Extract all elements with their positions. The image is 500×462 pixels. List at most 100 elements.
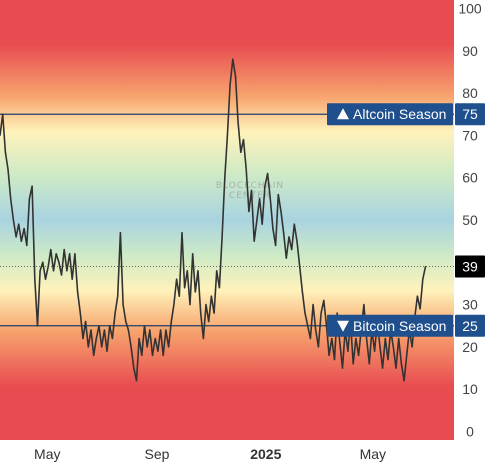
data-point (127, 329, 129, 331)
data-point (382, 367, 384, 369)
data-point (221, 236, 223, 238)
data-point (379, 346, 381, 348)
reference-value-label: 75 (462, 106, 478, 122)
data-point (135, 380, 138, 382)
data-point (331, 337, 333, 340)
data-point (411, 346, 413, 348)
data-point (315, 329, 317, 331)
data-point (125, 320, 127, 323)
data-point (272, 227, 274, 230)
data-point (109, 325, 111, 327)
watermark-text: BLOCKCHAIN (216, 181, 284, 191)
data-point (23, 227, 25, 230)
data-point (114, 312, 116, 314)
data-point (363, 304, 365, 306)
background-gradient (0, 0, 454, 440)
data-point (336, 312, 338, 314)
data-point (210, 295, 212, 297)
data-point (293, 223, 295, 225)
data-point (162, 354, 164, 356)
reference-value-label: 25 (462, 318, 478, 334)
data-point (333, 359, 336, 361)
reference-label-box (327, 314, 453, 337)
data-point (395, 367, 397, 369)
data-point (82, 337, 84, 340)
data-point (291, 249, 293, 251)
x-tick-label: 2025 (250, 446, 281, 462)
data-point (197, 270, 199, 272)
data-point (154, 337, 156, 340)
data-point (200, 312, 202, 314)
data-point (317, 346, 319, 348)
data-point (52, 270, 55, 272)
data-point (280, 210, 282, 213)
data-point (419, 308, 421, 310)
data-point (384, 337, 386, 340)
data-point (2, 113, 4, 115)
data-point (130, 346, 132, 348)
data-point (101, 346, 103, 348)
data-point (312, 304, 314, 306)
y-tick-label: 100 (458, 0, 482, 16)
y-tick-label: 20 (462, 339, 478, 355)
data-point (149, 329, 151, 331)
data-point (347, 350, 349, 352)
data-point (60, 274, 63, 276)
data-point (269, 198, 271, 200)
y-tick-label: 70 (462, 127, 478, 143)
data-point (403, 380, 405, 382)
data-point (151, 354, 154, 356)
data-point (264, 185, 266, 187)
current-value-label: 39 (462, 259, 478, 275)
data-point (165, 329, 167, 331)
data-point (31, 185, 33, 187)
triangle-down-icon (337, 320, 349, 332)
data-point (122, 304, 124, 306)
data-point (63, 249, 65, 251)
reference-label-box (327, 103, 453, 126)
data-point (20, 240, 22, 242)
data-point (366, 337, 368, 340)
data-point (194, 291, 196, 293)
data-point (79, 312, 81, 314)
data-point (253, 240, 255, 242)
data-point (168, 346, 170, 348)
data-point (95, 337, 97, 340)
data-point (352, 363, 354, 365)
data-point (226, 134, 228, 136)
data-point (229, 84, 231, 86)
data-point (299, 265, 301, 268)
data-point (50, 249, 52, 251)
data-point (18, 223, 20, 225)
data-point (368, 363, 370, 365)
y-tick-label: 0 (466, 424, 474, 440)
data-point (277, 194, 279, 196)
data-point (304, 312, 306, 314)
data-point (296, 240, 298, 242)
data-point (406, 354, 408, 356)
data-point (44, 278, 47, 280)
reference-value-box (455, 103, 485, 126)
y-tick-label: 10 (462, 381, 478, 397)
data-point (325, 325, 328, 327)
x-tick-label: May (34, 446, 60, 462)
data-point (237, 122, 239, 124)
data-point (307, 325, 309, 327)
data-point (103, 329, 105, 331)
data-point (250, 189, 253, 191)
data-point (66, 270, 68, 272)
data-point (146, 346, 148, 348)
data-point (192, 253, 194, 255)
data-point (341, 367, 344, 369)
data-point (234, 75, 237, 77)
data-point (245, 168, 247, 170)
y-tick-label: 50 (462, 212, 478, 228)
x-tick-label: May (360, 446, 386, 462)
data-point (259, 198, 261, 200)
data-point (205, 304, 207, 306)
data-point (275, 244, 277, 246)
data-point (170, 320, 172, 323)
data-point (74, 253, 76, 255)
